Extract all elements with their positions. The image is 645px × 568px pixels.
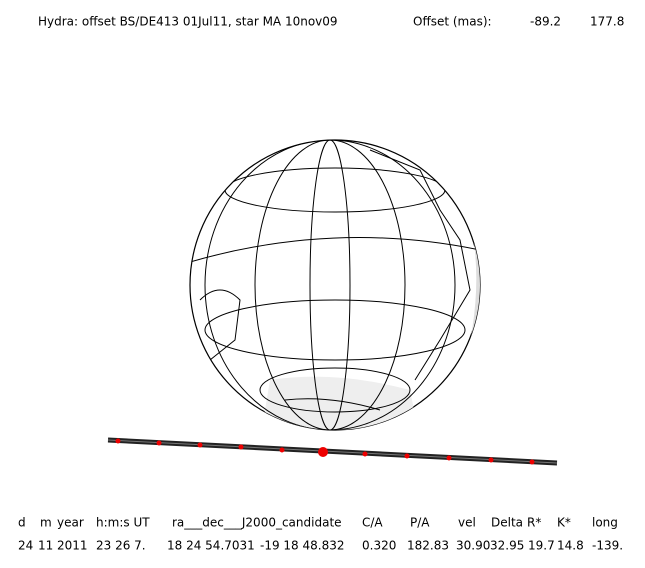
offset-label: Offset (mas): <box>413 15 492 29</box>
table-cell: 24 <box>18 539 33 553</box>
column-header: d <box>18 516 26 530</box>
column-header: Delta <box>491 516 523 530</box>
title: Hydra: offset BS/DE413 01Jul11, star MA … <box>38 15 338 29</box>
globe <box>189 139 481 431</box>
table-cell: 11 <box>38 539 53 553</box>
column-header: K* <box>557 516 571 530</box>
table-cell: 182.83 <box>407 539 449 553</box>
table-cell: 14.8 <box>557 539 584 553</box>
table-cell: 19.7 <box>528 539 555 553</box>
offset-x: -89.2 <box>530 15 561 29</box>
column-header: R* <box>527 516 541 530</box>
offset-y: 177.8 <box>590 15 624 29</box>
column-header: year <box>57 516 84 530</box>
column-header: ra___dec___J2000_candidate <box>172 516 342 530</box>
table-cell: 30.90 <box>456 539 490 553</box>
shadow-path <box>107 437 558 466</box>
table-cell: 32.95 <box>490 539 524 553</box>
column-header: vel <box>458 516 476 530</box>
table-cell: 23 26 7. <box>96 539 146 553</box>
column-header: m <box>40 516 52 530</box>
column-header: long <box>592 516 618 530</box>
column-header: P/A <box>410 516 430 530</box>
table-cell: -19 18 48.832 <box>260 539 345 553</box>
table-cell: 18 24 54.7031 <box>167 539 255 553</box>
column-header: C/A <box>362 516 383 530</box>
column-header: h:m:s UT <box>96 516 150 530</box>
event-table: d m year h:m:s UT ra___dec___J2000_candidate… <box>18 516 623 553</box>
table-cell: 2011 <box>57 539 88 553</box>
table-cell: -139. <box>592 539 623 553</box>
table-cell: 0.320 <box>362 539 396 553</box>
